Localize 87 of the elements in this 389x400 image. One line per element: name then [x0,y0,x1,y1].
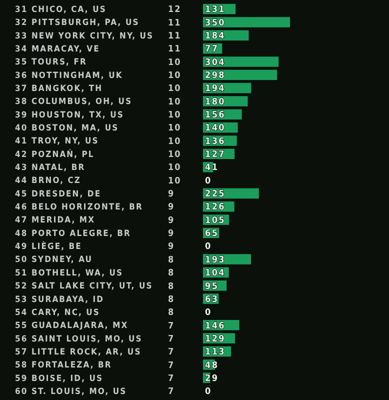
y-tick-label: 36 NOTTINGHAM, UK [15,70,123,81]
data-label: 0 [205,308,212,318]
data-label: 126 [205,202,226,213]
text: 9 [168,190,175,200]
y-tick-label: 42 POZNAŃ, PL [15,148,94,160]
data-label: 113 [205,348,226,358]
text: 7 [168,334,175,344]
y-tick-label: 39 HOUSTON, TX, US [15,110,124,120]
data-label: 63 [205,294,219,305]
y-tick-label: 45 DRESDEN, DE [15,189,102,200]
y-tick-label: 41 TROY, NY, US [15,136,99,147]
text: 7 [168,374,175,384]
data-label: 298 [205,71,226,82]
text: 10 [168,97,182,108]
text: 9 [168,202,175,213]
y-tick-label: 48 PORTO ALEGRE, BR [15,228,131,239]
data-label: 350 [205,18,226,28]
y-tick-label: 35 TOURS, FR [15,58,87,68]
y-tick-label: 58 FORTALEZA, BR [15,360,112,371]
text: 10 [168,84,182,94]
y-tick-label: 51 BOTHELL, WA, US [15,268,124,278]
y-tick-label: 40 BOSTON, MA, US [15,124,119,134]
y-tick-label: 44 BRNO, CZ [15,176,82,186]
data-label: 146 [205,321,226,332]
y-tick-label: 31 CHICO, CA, US [15,5,106,16]
text: 10 [168,58,182,68]
data-label: 0 [205,387,212,398]
text: 8 [168,282,175,292]
y-tick-label: 55 GUADALAJARA, MX [15,321,128,332]
y-tick-label: 37 BANGKOK, TH [15,84,103,94]
text: 10 [168,136,182,147]
data-label: 184 [205,32,226,42]
text: 10 [168,176,182,186]
data-label: 77 [205,44,219,55]
text: 11 [168,44,182,55]
y-tick-label: 52 SALT LAKE CITY, UT, US [15,282,153,292]
text: 8 [168,255,175,266]
data-label: 95 [205,282,219,292]
data-label: 127 [205,150,226,160]
data-label: 129 [205,334,226,344]
y-tick-label: 38 COLUMBUS, OH, US [15,97,132,108]
data-label: 193 [205,255,226,266]
y-tick-label: 49 LIÈGE, BE [15,241,82,252]
text: 9 [168,242,175,252]
y-tick-label: 54 CARY, NC, US [15,308,100,318]
data-label: 104 [205,268,226,279]
text: 8 [168,268,175,279]
y-tick-label: 43 NATAL, BR [15,163,86,174]
y-tick-label: 60 ST. LOUIS, MO, US [15,386,127,397]
text: 10 [168,163,182,174]
data-label: 65 [205,229,219,240]
data-label: 225 [205,190,226,200]
text: 12 [168,5,182,16]
text: 10 [168,110,182,121]
data-label: 180 [205,97,226,108]
data-label: 156 [205,110,226,121]
text: 7 [168,348,175,358]
data-label: 140 [205,124,226,134]
text: 9 [168,229,175,240]
y-tick-label: 33 NEW YORK CITY, NY, US [15,31,154,42]
text: 7 [168,360,175,371]
data-label: 194 [205,84,226,94]
text: 11 [168,32,182,42]
y-tick-label: 47 MERIDA, MX [15,216,96,226]
data-label: 304 [205,58,226,68]
data-label: 0 [205,242,212,252]
y-tick-label: 57 LITTLE ROCK, AR, US [15,347,142,358]
text: 9 [168,216,175,226]
text: 11 [168,18,182,28]
y-tick-label: 53 SURABAYA, ID [15,294,104,305]
y-tick-label: 50 SYDNEY, AU [15,255,93,266]
text: 10 [168,150,182,160]
y-tick-label: 56 SAINT LOUIS, MO, US [15,334,142,344]
text: 10 [168,124,182,134]
y-tick-label: 59 BOISE, ID, US [15,374,104,384]
text: 8 [168,308,175,318]
data-label: 131 [205,5,226,16]
text: 7 [168,321,175,332]
text: 10 [168,71,182,82]
y-tick-label: 32 PITTSBURGH, PA, US [15,18,140,28]
text: 8 [168,294,175,305]
y-tick-label: 46 BELO HORIZONTE, BR [15,202,143,213]
text: 7 [168,387,175,398]
data-label: 105 [205,216,226,226]
y-tick-label: 34 MARACAY, VE [15,44,100,55]
data-label: 136 [205,136,226,147]
data-label: 0 [205,176,212,186]
